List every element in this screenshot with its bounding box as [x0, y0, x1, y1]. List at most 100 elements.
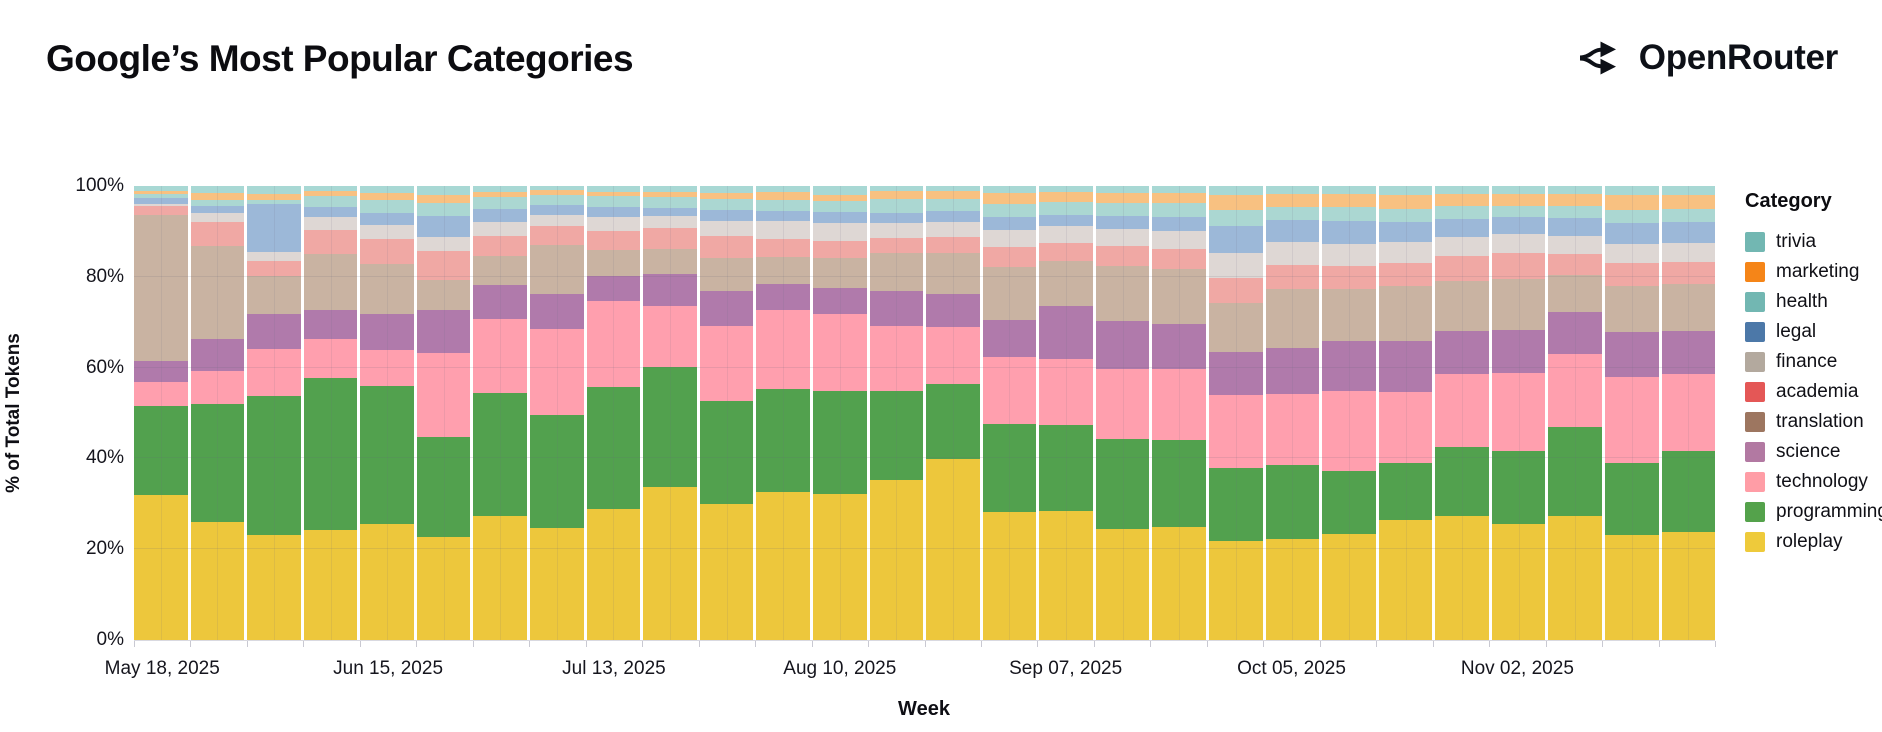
bar-segment-technology[interactable]: [1435, 373, 1489, 448]
bar-segment-finance[interactable]: [1039, 226, 1093, 243]
bar-segment-programming[interactable]: [1095, 438, 1150, 529]
bar-segment-science[interactable]: [699, 291, 754, 326]
bar-week-Sep 28, 2025[interactable]: [1208, 186, 1263, 640]
bar-segment-translation[interactable]: [1152, 269, 1206, 325]
bar-segment-trivia[interactable]: [1378, 186, 1433, 196]
bar-segment-technology[interactable]: [926, 327, 980, 384]
bar-segment-technology[interactable]: [586, 300, 641, 387]
bar-segment-translation[interactable]: [756, 257, 810, 285]
bar-segment-technology[interactable]: [869, 325, 924, 392]
bar-segment-roleplay[interactable]: [360, 523, 414, 640]
bar-segment-translation[interactable]: [134, 214, 188, 361]
bar-segment-legal[interactable]: [982, 216, 1037, 230]
bar-segment-academia[interactable]: [1322, 265, 1376, 290]
bar-segment-finance[interactable]: [1208, 253, 1263, 279]
bar-segment-translation[interactable]: [1208, 303, 1263, 352]
bar-segment-translation[interactable]: [1322, 289, 1376, 342]
bar-segment-health[interactable]: [1435, 206, 1489, 219]
bar-segment-legal[interactable]: [360, 212, 414, 226]
bar-week-Jul 06, 2025[interactable]: [530, 186, 584, 640]
legend-item-finance[interactable]: finance: [1745, 347, 1880, 377]
bar-week-May 18, 2025[interactable]: [134, 186, 188, 640]
bar-segment-health[interactable]: [1661, 209, 1716, 222]
bar-segment-marketing[interactable]: [247, 194, 301, 200]
bar-segment-technology[interactable]: [1548, 353, 1603, 427]
bar-segment-programming[interactable]: [1208, 467, 1263, 542]
bar-segment-science[interactable]: [303, 309, 358, 340]
bar-segment-trivia[interactable]: [1208, 186, 1263, 195]
bar-week-Oct 26, 2025[interactable]: [1435, 186, 1489, 640]
bar-segment-roleplay[interactable]: [1152, 526, 1206, 640]
bar-segment-finance[interactable]: [643, 216, 697, 229]
bar-segment-roleplay[interactable]: [1661, 532, 1716, 640]
bar-segment-marketing[interactable]: [1548, 193, 1603, 207]
bar-segment-translation[interactable]: [473, 255, 528, 285]
bar-week-Jul 20, 2025[interactable]: [643, 186, 697, 640]
bar-segment-marketing[interactable]: [134, 190, 188, 194]
bar-segment-programming[interactable]: [473, 393, 528, 517]
bar-week-Sep 07, 2025[interactable]: [1039, 186, 1093, 640]
bar-segment-science[interactable]: [1322, 341, 1376, 391]
bar-segment-roleplay[interactable]: [1605, 535, 1659, 640]
bar-segment-trivia[interactable]: [247, 186, 301, 195]
bar-segment-academia[interactable]: [869, 237, 924, 253]
bar-segment-translation[interactable]: [869, 252, 924, 291]
bar-segment-health[interactable]: [869, 199, 924, 213]
bar-segment-marketing[interactable]: [473, 191, 528, 198]
bar-segment-science[interactable]: [756, 284, 810, 310]
bar-segment-programming[interactable]: [1152, 440, 1206, 527]
bar-segment-science[interactable]: [1548, 312, 1603, 354]
bar-segment-roleplay[interactable]: [416, 536, 471, 640]
bar-segment-programming[interactable]: [247, 395, 301, 536]
bar-segment-science[interactable]: [1152, 324, 1206, 369]
bar-segment-roleplay[interactable]: [926, 458, 980, 640]
bar-segment-science[interactable]: [926, 294, 980, 328]
bar-segment-marketing[interactable]: [1661, 195, 1716, 210]
bar-segment-marketing[interactable]: [982, 192, 1037, 204]
bar-segment-marketing[interactable]: [1152, 192, 1206, 204]
bar-segment-marketing[interactable]: [1208, 194, 1263, 211]
bar-segment-health[interactable]: [1548, 206, 1603, 218]
bar-segment-academia[interactable]: [1661, 261, 1716, 284]
bar-segment-technology[interactable]: [643, 305, 697, 368]
bar-segment-finance[interactable]: [1095, 229, 1150, 247]
bar-segment-health[interactable]: [530, 194, 584, 206]
bar-segment-legal[interactable]: [303, 207, 358, 218]
bar-segment-technology[interactable]: [530, 328, 584, 416]
bar-segment-marketing[interactable]: [1378, 195, 1433, 209]
bar-segment-health[interactable]: [360, 200, 414, 213]
bar-segment-legal[interactable]: [1605, 223, 1659, 244]
bar-segment-marketing[interactable]: [1435, 194, 1489, 207]
bar-segment-translation[interactable]: [1265, 289, 1320, 349]
bar-segment-technology[interactable]: [1265, 394, 1320, 466]
bar-segment-roleplay[interactable]: [1039, 511, 1093, 640]
bar-segment-science[interactable]: [190, 338, 245, 371]
bar-segment-programming[interactable]: [1265, 465, 1320, 539]
bar-segment-programming[interactable]: [1435, 447, 1489, 517]
bar-segment-programming[interactable]: [1378, 462, 1433, 520]
bar-segment-technology[interactable]: [1378, 392, 1433, 463]
bar-segment-marketing[interactable]: [190, 193, 245, 200]
bar-week-Aug 03, 2025[interactable]: [756, 186, 810, 640]
bar-segment-trivia[interactable]: [586, 186, 641, 192]
bar-segment-academia[interactable]: [360, 238, 414, 264]
bar-segment-legal[interactable]: [1208, 226, 1263, 254]
bar-segment-programming[interactable]: [756, 388, 810, 492]
bar-segment-technology[interactable]: [756, 309, 810, 389]
bar-segment-programming[interactable]: [1039, 425, 1093, 512]
bar-segment-finance[interactable]: [1322, 243, 1376, 266]
bar-segment-finance[interactable]: [812, 223, 867, 241]
bar-segment-academia[interactable]: [756, 239, 810, 258]
bar-segment-academia[interactable]: [982, 246, 1037, 268]
bar-segment-science[interactable]: [982, 319, 1037, 358]
bar-week-Aug 24, 2025[interactable]: [926, 186, 980, 640]
bar-segment-science[interactable]: [812, 288, 867, 315]
bar-segment-translation[interactable]: [360, 263, 414, 314]
bar-segment-health[interactable]: [1039, 202, 1093, 215]
bar-segment-legal[interactable]: [643, 208, 697, 217]
bar-segment-marketing[interactable]: [416, 195, 471, 204]
bar-segment-translation[interactable]: [303, 253, 358, 310]
bar-segment-finance[interactable]: [416, 237, 471, 251]
bar-segment-translation[interactable]: [416, 280, 471, 310]
bar-segment-academia[interactable]: [812, 240, 867, 259]
